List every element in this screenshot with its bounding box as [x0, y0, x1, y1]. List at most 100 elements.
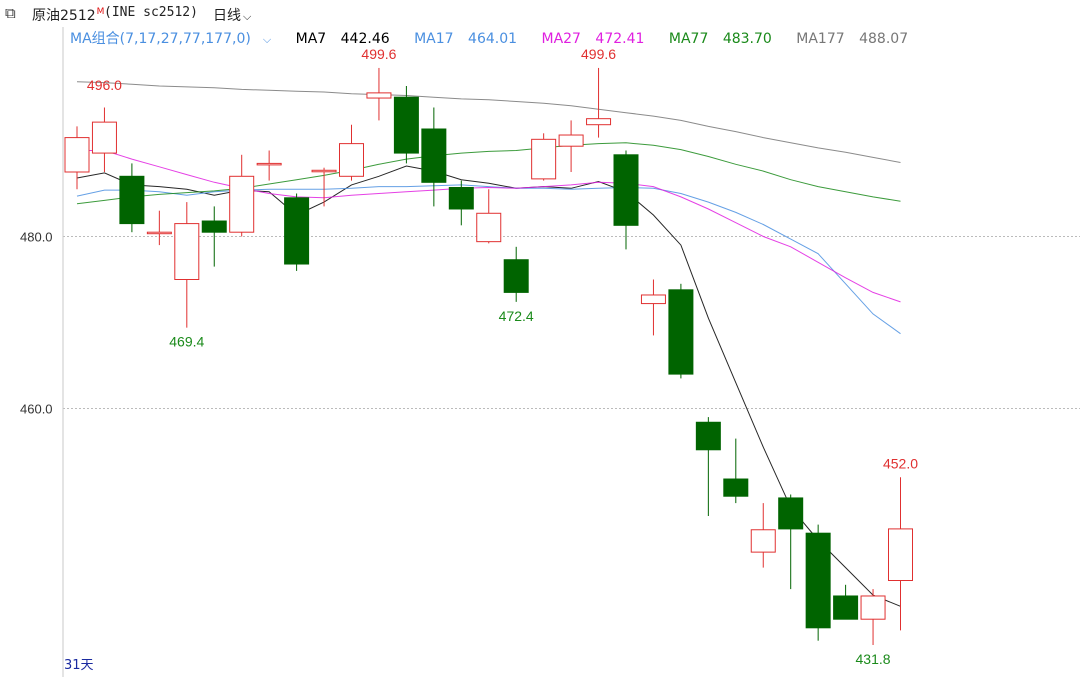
ma-group-selector[interactable]: MA组合(7,17,27,77,177,0) ⌵ — [70, 31, 281, 47]
candle-body — [888, 528, 913, 582]
period-selector[interactable]: 日线 ⌵ — [213, 5, 251, 25]
candle-body — [421, 128, 447, 183]
candle[interactable] — [91, 107, 117, 173]
candle-body — [119, 175, 145, 225]
ma-line-ma77 — [76, 142, 901, 205]
ma-lines — [76, 81, 901, 607]
chevron-down-icon: ⌵ — [243, 10, 252, 23]
ma-line-ma7 — [76, 165, 901, 607]
instrument-code: (INE sc2512) — [104, 5, 198, 20]
period-label: 日线 — [213, 8, 241, 24]
candle-body — [311, 169, 337, 173]
y-axis-ticks: 480.0 460.0 — [20, 230, 53, 417]
instrument-name: 原油2512M — [32, 5, 104, 25]
candle[interactable] — [503, 246, 529, 302]
ma-line-ma177 — [76, 81, 901, 163]
candle-body — [695, 421, 721, 451]
candle[interactable] — [558, 120, 584, 172]
candle[interactable] — [586, 67, 612, 138]
candle-body — [586, 118, 612, 126]
legend-ma177: MA177 488.07 — [796, 31, 909, 47]
candle[interactable] — [64, 126, 90, 190]
ma-group-label: MA组合(7,17,27,77,177,0) — [70, 31, 251, 47]
price-annotation: 452.0 — [883, 455, 918, 471]
candle[interactable] — [146, 210, 172, 246]
visible-days-label: 31天 — [64, 658, 94, 673]
candle[interactable] — [448, 180, 474, 226]
candle-body — [613, 154, 639, 226]
candle-body — [805, 532, 831, 629]
candle[interactable] — [531, 133, 557, 181]
candle[interactable] — [640, 279, 666, 336]
candle-body — [668, 289, 694, 375]
candle[interactable] — [833, 584, 859, 620]
candle[interactable] — [119, 163, 145, 233]
candle[interactable] — [174, 202, 200, 328]
price-annotation: 499.6 — [361, 46, 396, 62]
chain-link-icon[interactable]: ⧉ — [5, 4, 16, 22]
candle-body — [778, 497, 804, 530]
candle-body — [531, 138, 557, 180]
candle-body — [229, 175, 255, 233]
candle-body — [256, 162, 282, 166]
y-tick-label: 460.0 — [20, 402, 53, 417]
candle[interactable] — [476, 189, 502, 244]
candle-body — [64, 137, 90, 173]
candle-body — [640, 294, 666, 305]
legend-ma27: MA27 472.41 — [541, 31, 645, 47]
candle-body — [860, 595, 886, 620]
candle[interactable] — [888, 477, 913, 631]
candle-body — [284, 197, 310, 265]
candle[interactable] — [695, 417, 721, 516]
price-annotation: 469.4 — [169, 334, 204, 350]
candle-body — [366, 92, 392, 99]
ma-legend: MA组合(7,17,27,77,177,0) ⌵ MA7 442.46 MA17 … — [70, 28, 928, 47]
candle[interactable] — [750, 503, 776, 568]
candle-body — [833, 595, 859, 620]
candle[interactable] — [421, 107, 447, 207]
price-annotation: 472.4 — [499, 308, 534, 324]
candle[interactable] — [256, 150, 282, 181]
price-annotation: 496.0 — [87, 77, 122, 93]
main-contract-flag: M — [96, 7, 105, 18]
price-annotations: 496.0 469.4 499.6 472.4 499.6 452.0 431.8 — [87, 46, 918, 667]
grid-layer — [63, 236, 1080, 409]
candle-body — [476, 212, 502, 243]
title-bar: ⧉ 原油2512M (INE sc2512) 日线 ⌵ — [0, 0, 1080, 27]
candle[interactable] — [613, 150, 639, 250]
candle-body — [393, 96, 419, 154]
ma-line-ma17 — [76, 184, 901, 335]
candle[interactable] — [311, 167, 337, 207]
candle[interactable] — [860, 589, 886, 645]
candle-body — [91, 121, 117, 154]
candle[interactable] — [723, 438, 749, 504]
candle[interactable] — [229, 154, 255, 237]
candle[interactable] — [668, 283, 694, 379]
y-tick-label: 480.0 — [20, 230, 53, 245]
legend-ma17: MA17 464.01 — [414, 31, 518, 47]
price-annotation: 499.6 — [581, 46, 616, 62]
candle-body — [201, 220, 227, 233]
candle[interactable] — [284, 193, 310, 271]
price-annotation: 431.8 — [856, 651, 891, 667]
candle[interactable] — [778, 494, 804, 590]
candle[interactable] — [393, 86, 419, 164]
candle[interactable] — [366, 67, 392, 121]
chevron-down-icon: ⌵ — [262, 33, 272, 46]
candle-body — [723, 478, 749, 497]
candle-body — [174, 223, 200, 281]
candle-body — [558, 134, 584, 147]
candle[interactable] — [805, 524, 831, 641]
candle-body — [750, 529, 776, 553]
candle-body — [339, 143, 364, 177]
legend-ma7: MA7 442.46 — [295, 31, 390, 47]
candle-body — [146, 231, 172, 235]
candle-body — [503, 259, 529, 293]
ma-line-ma27 — [77, 150, 901, 303]
instrument-label: 原油2512 — [32, 8, 96, 24]
candle[interactable] — [339, 124, 364, 181]
legend-ma77: MA77 483.70 — [668, 31, 772, 47]
candle[interactable] — [201, 206, 227, 267]
